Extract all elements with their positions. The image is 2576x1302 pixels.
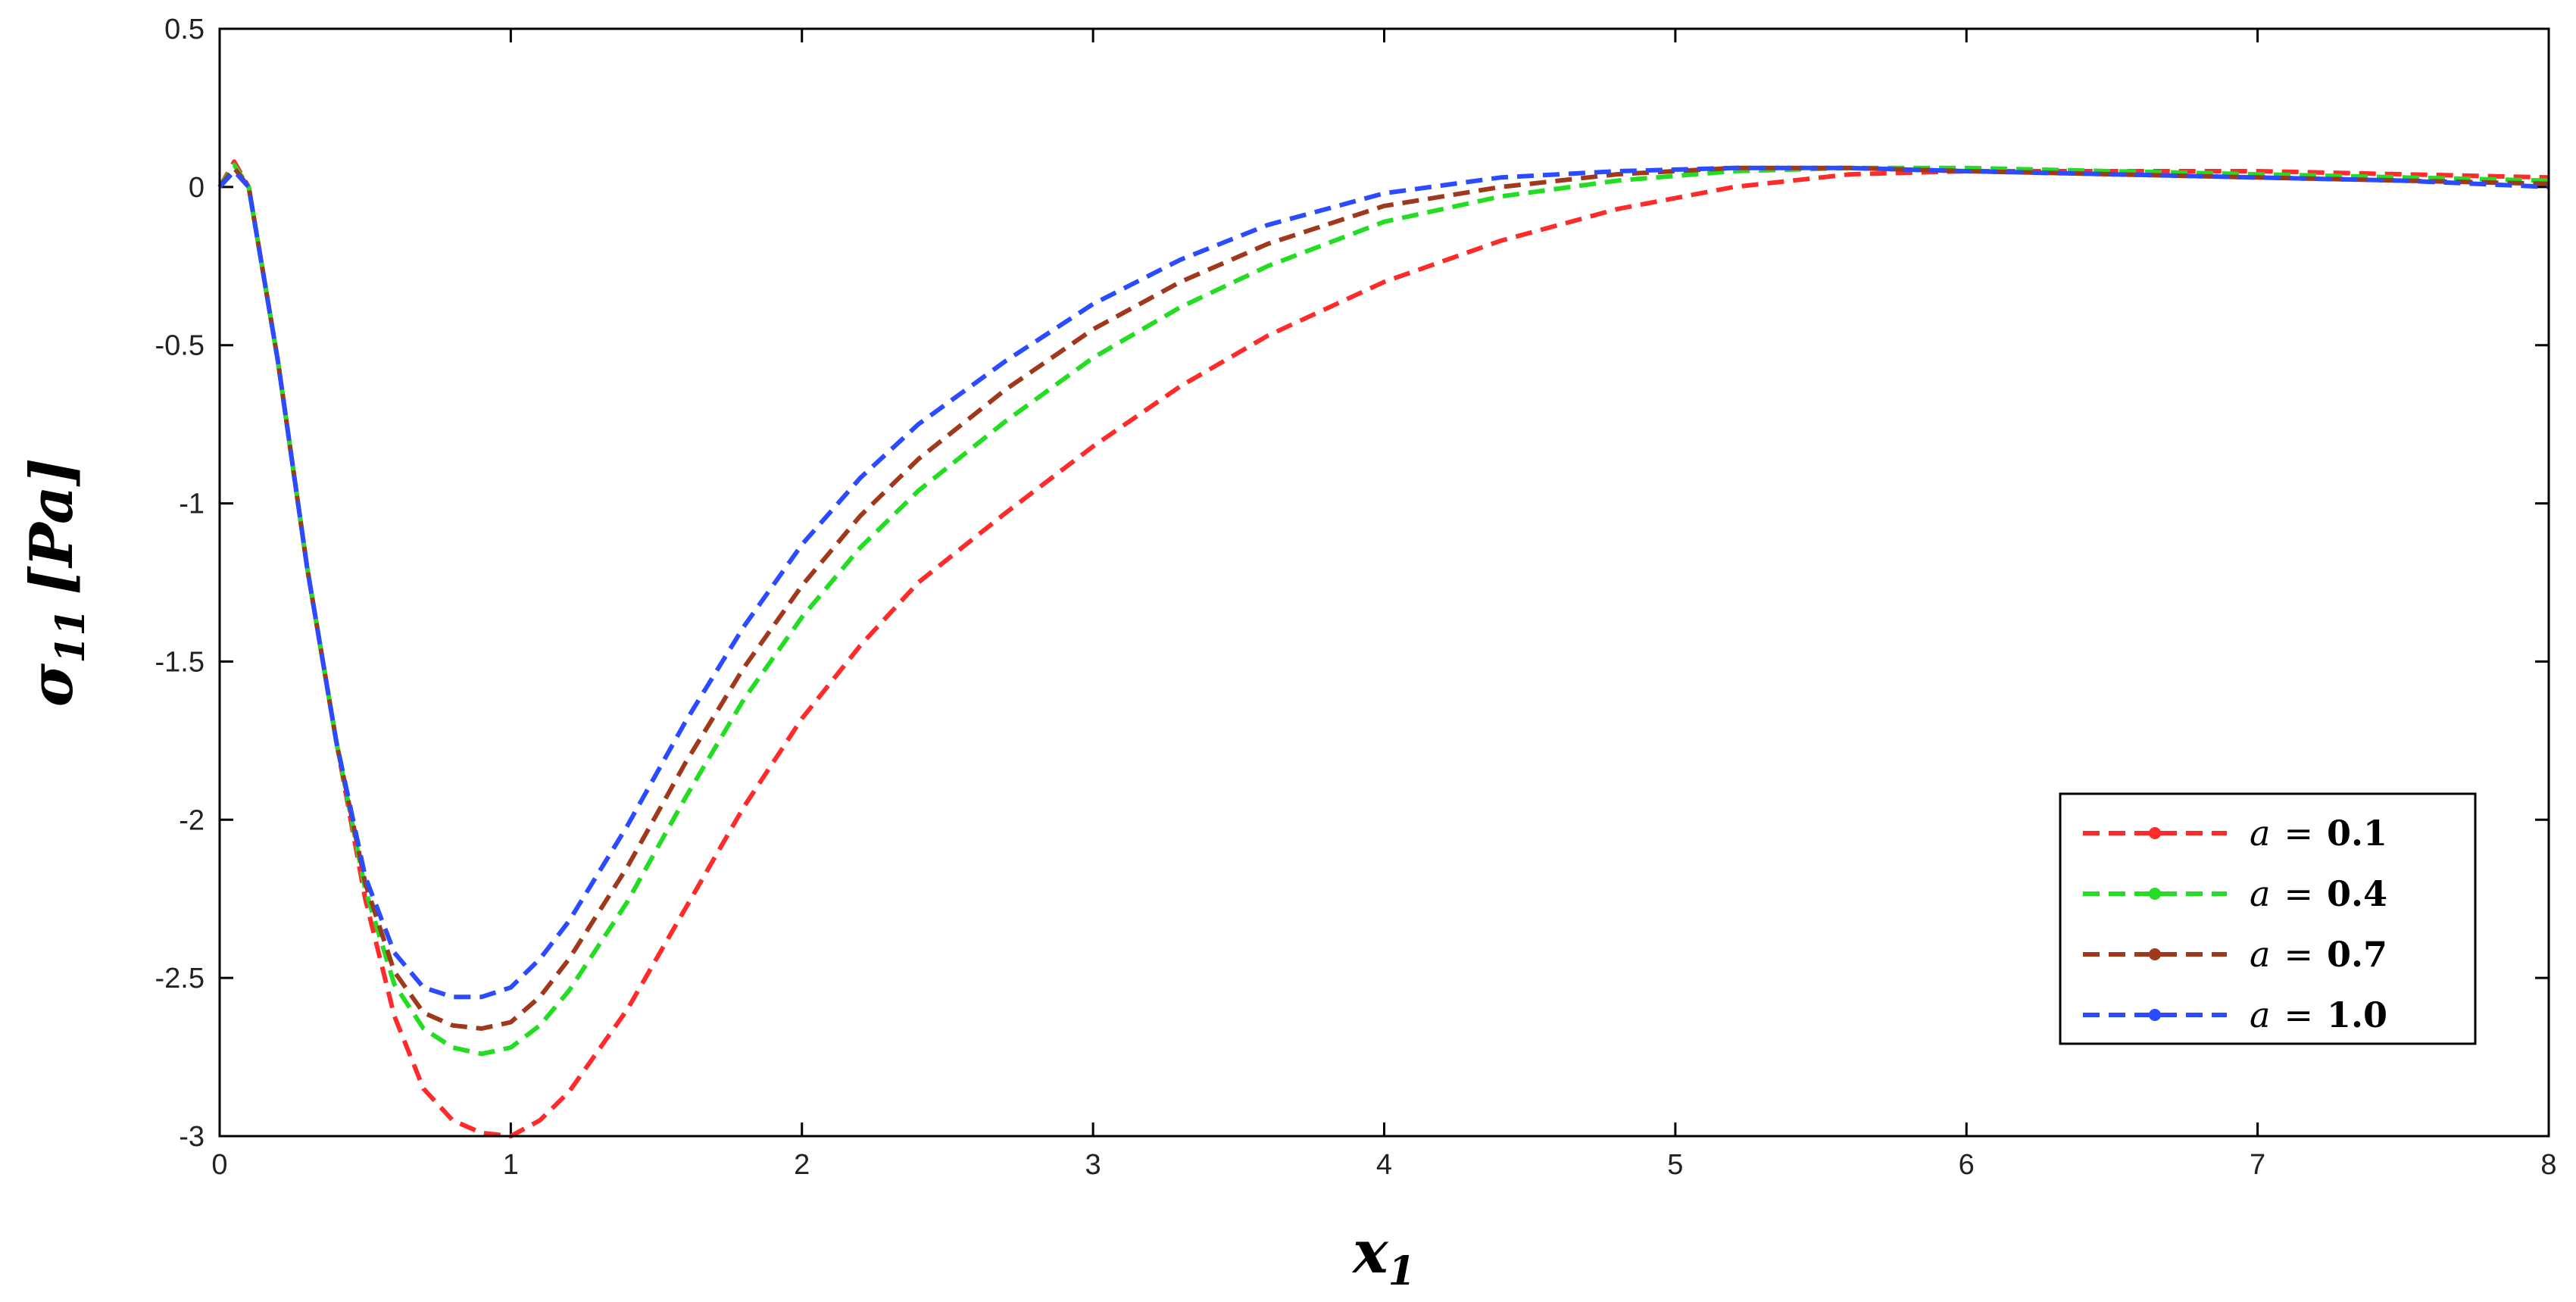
x-tick-label: 3 xyxy=(1085,1149,1101,1181)
y-axis-label-unit: [Pa] xyxy=(17,458,86,595)
legend-var: a xyxy=(2250,934,2270,975)
legend-val: 0.4 xyxy=(2327,873,2387,914)
x-tick-label: 4 xyxy=(1376,1149,1392,1181)
y-tick-label: -1.5 xyxy=(155,646,205,678)
plot-frame xyxy=(218,27,2550,1138)
x-tick-label: 7 xyxy=(2250,1149,2265,1181)
series-line-1 xyxy=(217,159,2549,1138)
series-line-4 xyxy=(217,165,2549,1000)
x-tick-label: 8 xyxy=(2540,1149,2556,1181)
x-axis-ticks: 0 1 2 3 4 5 6 7 8 xyxy=(211,29,2557,1181)
y-axis-label-sub: 11 xyxy=(48,609,94,663)
legend-marker-4 xyxy=(2149,1009,2161,1021)
y-tick-label: -3 xyxy=(179,1121,205,1153)
legend-label-1: a = 0.1 xyxy=(2250,813,2387,854)
legend-eq: = xyxy=(2284,873,2313,914)
legend-label-3: a = 0.7 xyxy=(2250,934,2387,975)
legend-marker-2 xyxy=(2149,888,2161,900)
x-axis-label-base: x xyxy=(1351,1218,1389,1287)
y-tick-label: 0 xyxy=(189,172,205,204)
legend-val: 0.1 xyxy=(2327,813,2387,854)
y-tick-label: -2.5 xyxy=(155,963,205,994)
x-axis-label: x1 xyxy=(1351,1218,1416,1294)
y-tick-label: 0.5 xyxy=(164,14,205,45)
legend-eq: = xyxy=(2284,813,2313,854)
legend-val: 0.7 xyxy=(2327,934,2387,975)
legend: a = 0.1 a = 0.4 a = 0.7 a = 1.0 xyxy=(2059,792,2477,1045)
legend-marker-1 xyxy=(2149,827,2161,839)
legend-var: a xyxy=(2250,813,2270,854)
legend-label-4: a = 1.0 xyxy=(2250,994,2387,1035)
x-tick-label: 2 xyxy=(794,1149,810,1181)
y-axis-ticks: 0.5 0 -0.5 -1 -1.5 -2 -2.5 -3 xyxy=(155,14,2549,1153)
legend-val: 1.0 xyxy=(2327,994,2387,1035)
legend-var: a xyxy=(2250,994,2270,1035)
legend-items: a = 0.1 a = 0.4 a = 0.7 a = 1.0 xyxy=(2083,813,2387,1035)
legend-eq: = xyxy=(2284,994,2313,1035)
legend-var: a xyxy=(2250,873,2270,914)
legend-marker-3 xyxy=(2149,948,2161,960)
legend-eq: = xyxy=(2284,934,2313,975)
y-tick-label: -2 xyxy=(179,804,205,836)
series-lines xyxy=(217,159,2549,1138)
x-tick-label: 0 xyxy=(211,1149,227,1181)
legend-label-2: a = 0.4 xyxy=(2250,873,2387,914)
y-tick-label: -1 xyxy=(179,489,205,520)
x-tick-label: 1 xyxy=(503,1149,519,1181)
x-tick-label: 5 xyxy=(1667,1149,1683,1181)
x-tick-label: 6 xyxy=(1959,1149,1975,1181)
y-axis-label-base: σ xyxy=(17,663,86,707)
y-axis-label: σ11 [Pa] xyxy=(17,458,94,707)
y-tick-label: -0.5 xyxy=(155,330,205,362)
legend-box xyxy=(2059,792,2477,1045)
x-axis-label-sub: 1 xyxy=(1388,1248,1416,1294)
